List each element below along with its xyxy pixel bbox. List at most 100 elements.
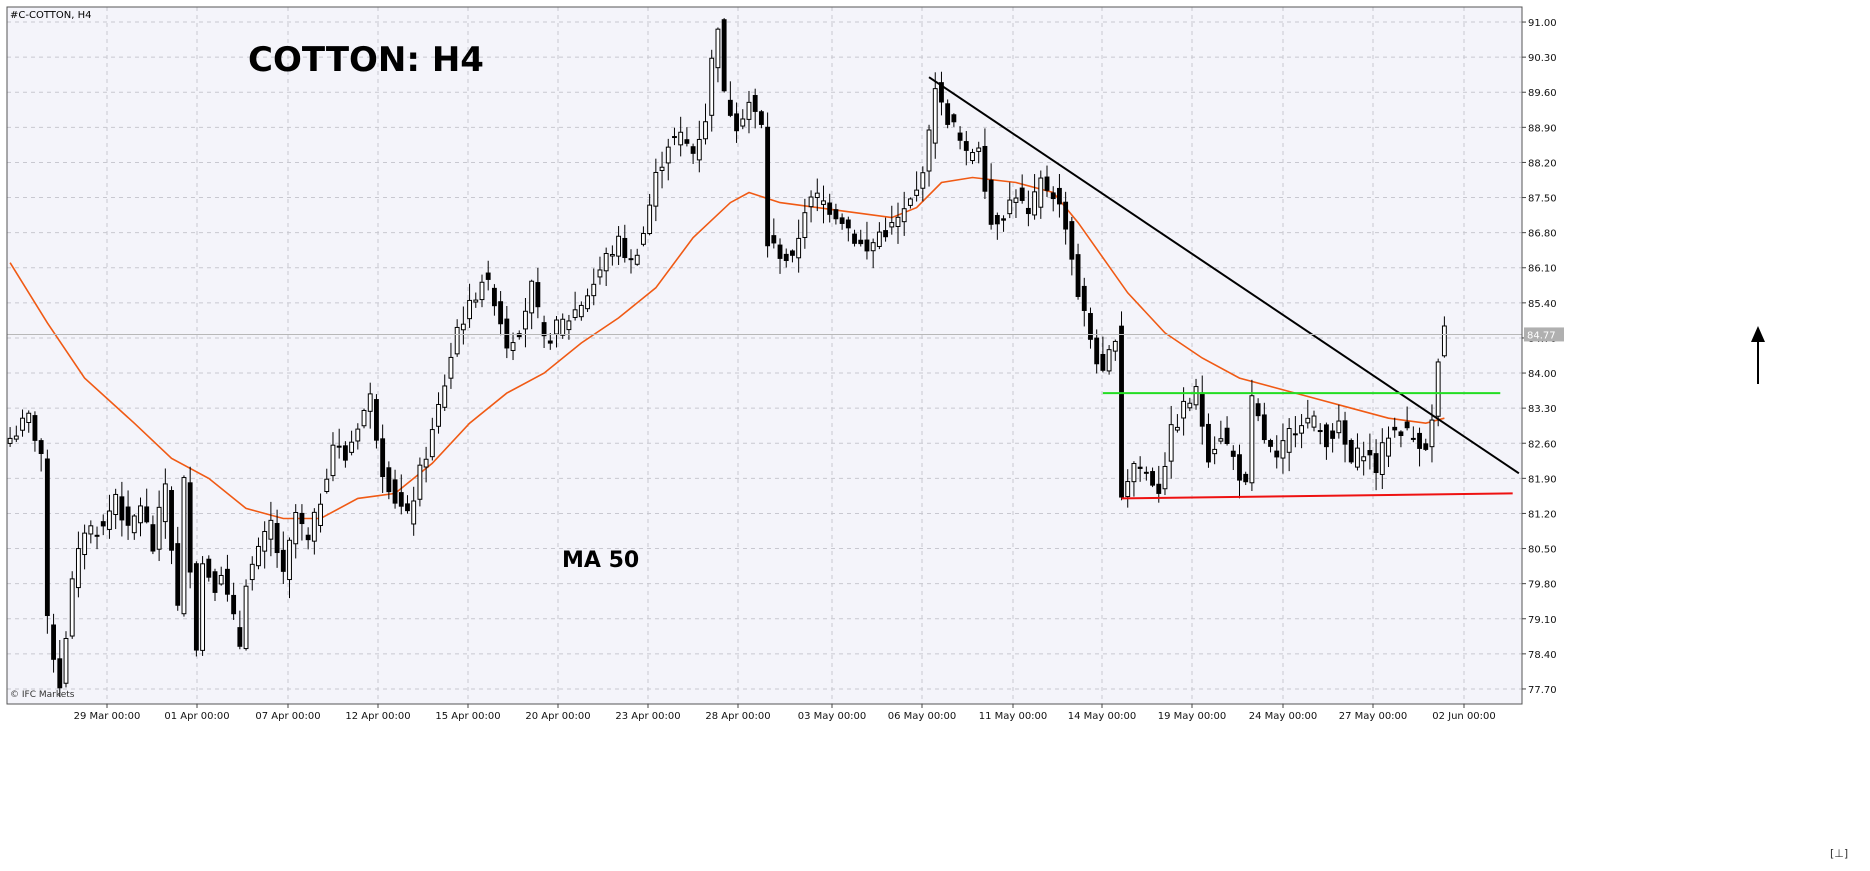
candle-body [1038, 177, 1044, 208]
y-tick-label: 90.30 [1528, 53, 1557, 64]
candle [1156, 465, 1162, 503]
candle [1249, 379, 1255, 491]
candle [926, 124, 932, 187]
candle [727, 81, 733, 118]
candle-body [479, 281, 485, 301]
candle [523, 298, 528, 348]
candle [864, 221, 870, 260]
candle-body [206, 558, 212, 578]
candle [1417, 427, 1422, 467]
candle [274, 509, 280, 568]
candle-body [218, 574, 224, 585]
candle [57, 640, 63, 698]
candle [653, 158, 659, 222]
y-tick-label: 85.40 [1528, 299, 1557, 310]
candle-body [554, 319, 559, 335]
candle [603, 247, 609, 287]
candle [1218, 420, 1224, 445]
candle-body [901, 208, 907, 223]
candle-body [212, 571, 218, 593]
candle [982, 128, 988, 199]
candle-body [69, 578, 75, 637]
candle [703, 103, 708, 145]
candle-body [436, 403, 441, 427]
candle-body [1348, 439, 1354, 463]
x-axis: 29 Mar 00:00 01 Apr 00:00 07 Apr 00:00 12 A… [74, 704, 1496, 722]
candle-body [51, 624, 56, 660]
candle [1286, 418, 1292, 472]
arrow-head [1751, 326, 1765, 342]
candle-body [585, 295, 590, 310]
candle [1237, 444, 1242, 499]
candle [491, 284, 497, 316]
candle-body [1441, 325, 1447, 357]
candle [709, 49, 715, 132]
candle-body [1001, 218, 1006, 221]
y-tick-label: 88.20 [1528, 158, 1557, 169]
candle [1187, 397, 1193, 412]
candle-body [1323, 424, 1329, 448]
candle-body [169, 490, 174, 551]
candle [578, 301, 584, 321]
candle-body [1150, 471, 1155, 486]
candle [1255, 398, 1261, 422]
candle-body [119, 496, 125, 521]
candle [1112, 339, 1118, 361]
candle-body [1088, 313, 1093, 340]
candle-body [740, 118, 746, 127]
candle-body [113, 493, 119, 515]
candle [1206, 413, 1211, 468]
candle [1063, 191, 1069, 245]
candle [107, 494, 112, 539]
candle [790, 249, 795, 263]
candle [1305, 399, 1311, 429]
plot-area[interactable] [7, 7, 1522, 704]
candle-body [982, 145, 988, 192]
candle [1280, 423, 1286, 474]
candle [1050, 186, 1056, 212]
candle-body [591, 283, 597, 297]
candle [411, 486, 417, 536]
candle [1299, 414, 1305, 449]
candle-body [305, 534, 311, 541]
candle-body [647, 204, 653, 235]
x-tick-label: 12 Apr 00:00 [345, 711, 410, 722]
chart-title: COTTON: H4 [248, 40, 484, 80]
candle-body [827, 202, 833, 215]
candle-body [26, 412, 32, 423]
candle [380, 424, 386, 493]
candle-body [1044, 176, 1050, 191]
candle [734, 102, 739, 143]
candle-body [44, 458, 50, 617]
candle [156, 490, 162, 562]
y-tick-label: 82.60 [1528, 439, 1557, 450]
candle-body [1094, 337, 1100, 365]
candle-body [1386, 437, 1391, 457]
candle [417, 457, 423, 507]
candle-body [1025, 207, 1031, 215]
candle-body [131, 515, 137, 534]
candle-body [833, 209, 839, 220]
candle-body [417, 464, 423, 500]
candle [1323, 422, 1329, 460]
candle-body [1199, 392, 1205, 427]
candle-body [460, 323, 466, 331]
candle [1274, 435, 1280, 469]
candle-body [578, 304, 584, 318]
candle-body [243, 585, 249, 650]
candle-body [1373, 453, 1379, 474]
candle-body [411, 500, 417, 525]
candle-body [1255, 403, 1261, 417]
candle [1181, 387, 1187, 436]
candle [75, 531, 81, 598]
candle [858, 229, 864, 247]
candle-body [721, 19, 727, 92]
candle-body [330, 444, 336, 477]
candle-body [1224, 427, 1230, 445]
candle [175, 526, 181, 611]
candle-body [175, 543, 181, 606]
candle-body [920, 172, 926, 189]
candle-body [75, 548, 81, 589]
